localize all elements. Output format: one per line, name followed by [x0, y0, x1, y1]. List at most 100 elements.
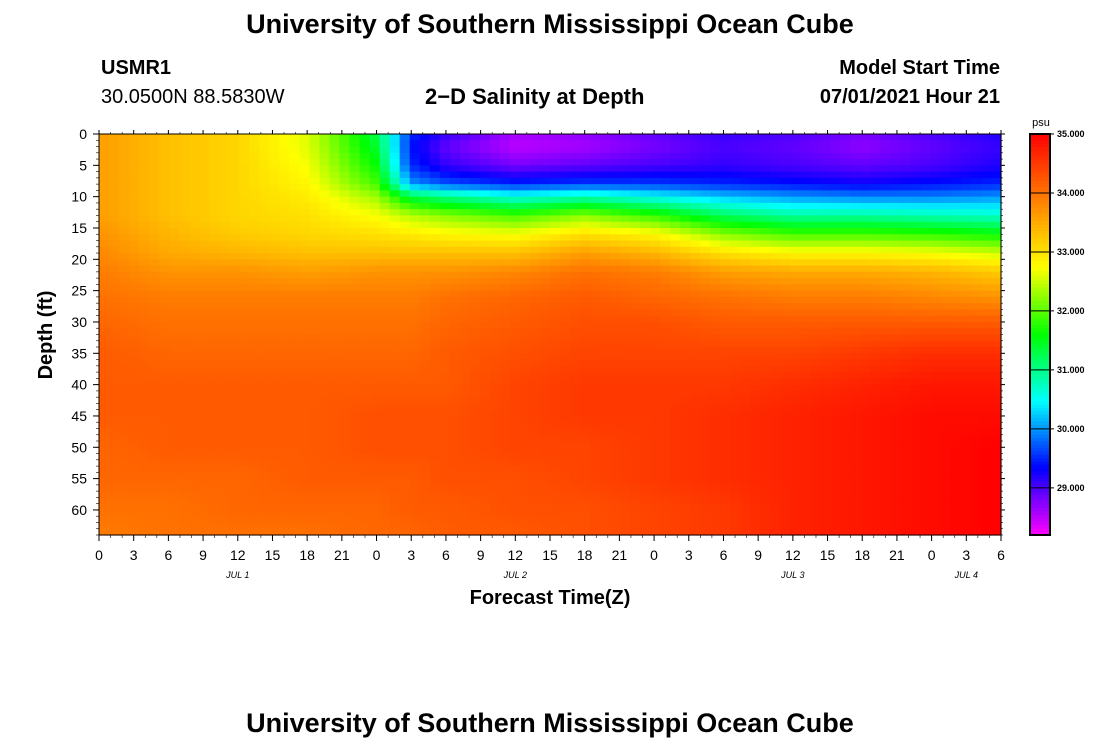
heatmap-cell	[460, 140, 471, 147]
heatmap-cell	[770, 491, 781, 498]
heatmap-cell	[330, 197, 341, 204]
heatmap-cell	[390, 259, 401, 266]
heatmap-cell	[350, 147, 361, 154]
heatmap-cell	[630, 422, 641, 429]
heatmap-cell	[720, 522, 731, 529]
heatmap-cell	[239, 454, 250, 461]
heatmap-cell	[580, 428, 591, 435]
heatmap-cell	[219, 472, 230, 479]
heatmap-cell	[791, 447, 802, 454]
heatmap-cell	[480, 416, 491, 423]
heatmap-cell	[871, 291, 882, 298]
heatmap-cell	[791, 403, 802, 410]
heatmap-cell	[630, 360, 641, 367]
heatmap-cell	[440, 172, 451, 179]
heatmap-cell	[309, 516, 320, 523]
heatmap-cell	[841, 234, 852, 241]
heatmap-cell	[750, 272, 761, 279]
heatmap-cell	[811, 209, 822, 216]
heatmap-cell	[851, 209, 862, 216]
heatmap-cell	[490, 266, 501, 273]
heatmap-cell	[480, 203, 491, 210]
heatmap-cell	[209, 491, 220, 498]
heatmap-cell	[550, 447, 561, 454]
heatmap-cell	[390, 460, 401, 467]
heatmap-cell	[440, 297, 451, 304]
heatmap-cell	[159, 454, 170, 461]
heatmap-cell	[330, 228, 341, 235]
heatmap-cell	[219, 466, 230, 473]
heatmap-cell	[279, 178, 290, 185]
heatmap-cell	[630, 272, 641, 279]
heatmap-cell	[770, 172, 781, 179]
heatmap-cell	[620, 228, 631, 235]
heatmap-cell	[279, 197, 290, 204]
heatmap-cell	[610, 190, 621, 197]
heatmap-cell	[540, 428, 551, 435]
heatmap-cell	[841, 366, 852, 373]
heatmap-cell	[430, 422, 441, 429]
heatmap-cell	[831, 372, 842, 379]
heatmap-cell	[760, 472, 771, 479]
heatmap-cell	[700, 266, 711, 273]
heatmap-cell	[139, 341, 150, 348]
heatmap-cell	[440, 353, 451, 360]
heatmap-cell	[299, 447, 310, 454]
heatmap-cell	[219, 234, 230, 241]
heatmap-cell	[801, 522, 812, 529]
heatmap-cell	[99, 153, 110, 160]
heatmap-cell	[791, 215, 802, 222]
heatmap-cell	[189, 491, 200, 498]
heatmap-cell	[700, 259, 711, 266]
heatmap-cell	[420, 403, 431, 410]
heatmap-cell	[149, 460, 160, 467]
heatmap-cell	[540, 378, 551, 385]
heatmap-cell	[470, 272, 481, 279]
heatmap-cell	[179, 328, 190, 335]
heatmap-cell	[360, 516, 371, 523]
heatmap-cell	[750, 297, 761, 304]
heatmap-cell	[189, 479, 200, 486]
heatmap-cell	[410, 247, 421, 254]
heatmap-cell	[450, 485, 461, 492]
heatmap-cell	[99, 447, 110, 454]
heatmap-cell	[570, 472, 581, 479]
heatmap-cell	[540, 366, 551, 373]
heatmap-cell	[550, 479, 561, 486]
heatmap-cell	[420, 316, 431, 323]
heatmap-cell	[360, 215, 371, 222]
heatmap-cell	[159, 479, 170, 486]
heatmap-cell	[390, 378, 401, 385]
heatmap-cell	[179, 228, 190, 235]
heatmap-cell	[570, 441, 581, 448]
heatmap-cell	[169, 416, 180, 423]
heatmap-cell	[821, 209, 832, 216]
heatmap-cell	[781, 303, 792, 310]
heatmap-cell	[801, 428, 812, 435]
heatmap-cell	[109, 184, 120, 191]
heatmap-cell	[811, 328, 822, 335]
heatmap-cell	[360, 259, 371, 266]
heatmap-cell	[99, 253, 110, 260]
heatmap-cell	[319, 197, 330, 204]
heatmap-cell	[340, 522, 351, 529]
heatmap-cell	[249, 291, 260, 298]
heatmap-cell	[871, 303, 882, 310]
heatmap-cell	[450, 222, 461, 229]
heatmap-cell	[440, 416, 451, 423]
heatmap-cell	[570, 335, 581, 342]
heatmap-cell	[781, 454, 792, 461]
heatmap-cell	[199, 234, 210, 241]
heatmap-cell	[229, 479, 240, 486]
heatmap-cell	[831, 347, 842, 354]
heatmap-cell	[470, 428, 481, 435]
heatmap-cell	[851, 460, 862, 467]
heatmap-cell	[129, 366, 140, 373]
heatmap-cell	[740, 485, 751, 492]
heatmap-cell	[680, 397, 691, 404]
heatmap-cell	[750, 241, 761, 248]
heatmap-cell	[239, 215, 250, 222]
heatmap-cell	[400, 272, 411, 279]
heatmap-cell	[861, 284, 872, 291]
heatmap-cell	[340, 316, 351, 323]
